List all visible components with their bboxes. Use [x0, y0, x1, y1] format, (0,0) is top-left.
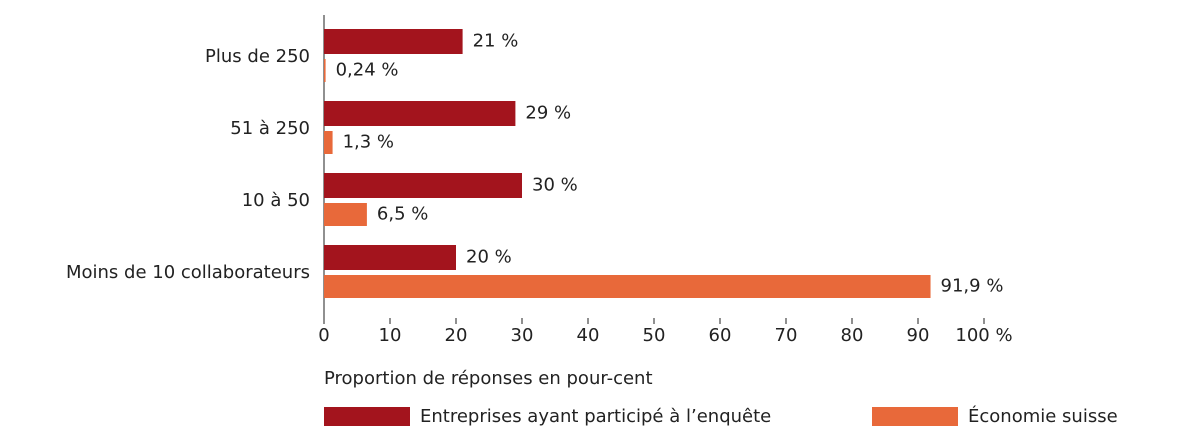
legend-swatch	[324, 407, 410, 426]
value-label: 6,5 %	[377, 204, 428, 225]
value-label: 29 %	[525, 103, 571, 124]
bar	[324, 245, 456, 270]
legend-swatch	[872, 407, 958, 426]
y-tick-label: Moins de 10 collaborateurs	[66, 262, 310, 283]
y-tick-label: 51 à 250	[230, 118, 310, 139]
legend-label: Économie suisse	[968, 405, 1118, 427]
y-tick-label: Plus de 250	[205, 46, 310, 67]
value-label: 20 %	[466, 247, 512, 268]
x-tick-label: 40	[577, 325, 600, 346]
value-label: 1,3 %	[343, 132, 394, 153]
bar	[324, 203, 367, 226]
bar	[324, 275, 931, 298]
value-label: 30 %	[532, 175, 578, 196]
legend-label: Entreprises ayant participé à l’enquête	[420, 406, 771, 427]
y-tick-label: 10 à 50	[242, 190, 310, 211]
x-tick-label: 0	[318, 325, 329, 346]
x-tick-label: 20	[445, 325, 468, 346]
x-tick-label: 70	[775, 325, 798, 346]
x-tick-label: 50	[643, 325, 666, 346]
x-tick-label: 10	[379, 325, 402, 346]
value-label: 21 %	[473, 31, 519, 52]
value-label: 91,9 %	[941, 276, 1004, 297]
bar	[324, 59, 326, 82]
bar	[324, 29, 463, 54]
x-axis-label: Proportion de réponses en pour-cent	[324, 368, 653, 389]
x-tick-label: 30	[511, 325, 534, 346]
x-tick-label: 90	[907, 325, 930, 346]
bar	[324, 131, 333, 154]
value-label: 0,24 %	[336, 60, 399, 81]
x-tick-label: 80	[841, 325, 864, 346]
x-tick-label: 100 %	[955, 325, 1012, 346]
bar	[324, 101, 516, 126]
bar	[324, 173, 522, 198]
x-tick-label: 60	[709, 325, 732, 346]
